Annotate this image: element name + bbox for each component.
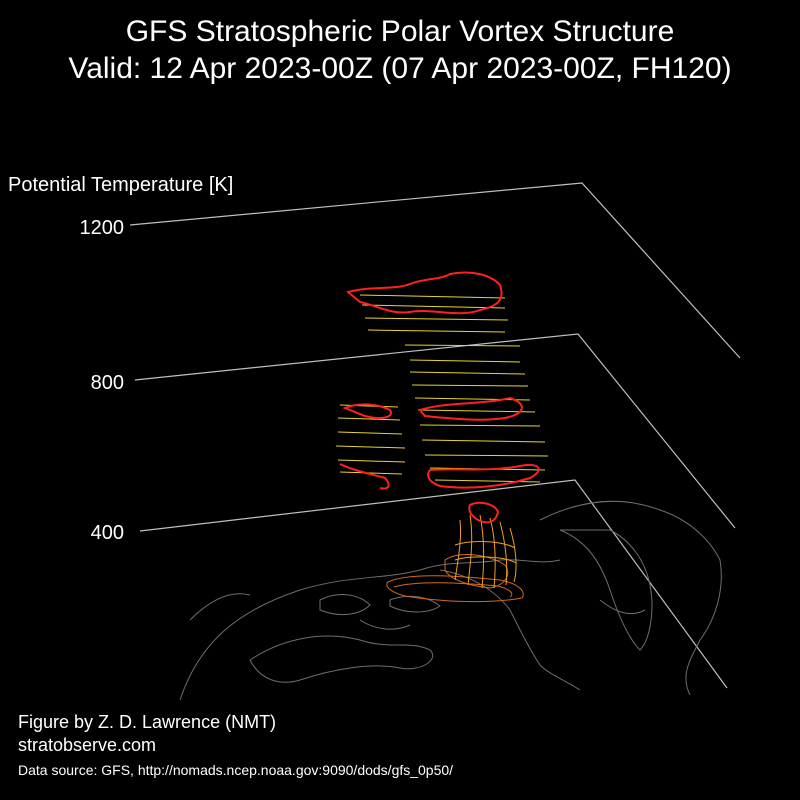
vortex-upper-layers xyxy=(335,294,549,483)
edge-outline-left xyxy=(339,403,392,490)
coastline-scandinavia xyxy=(559,529,653,651)
middle-ring-top xyxy=(454,541,517,564)
vortex-edge-outlines xyxy=(339,271,540,524)
vortex-lower-layers xyxy=(386,554,524,603)
lower-ring-3 xyxy=(444,554,509,589)
coastline-misc xyxy=(189,593,646,630)
data-source-credit: Data source: GFS, http://nomads.ncep.noa… xyxy=(18,762,454,778)
vortex-middle-layers xyxy=(454,514,517,589)
coastline-greenland xyxy=(249,635,433,683)
level-plane-400 xyxy=(139,479,728,689)
z-tick-1200: 1200 xyxy=(79,217,125,239)
edge-outline-lower xyxy=(427,464,540,489)
coastline-map xyxy=(179,500,722,701)
edge-outline-base xyxy=(468,501,500,524)
level-plane-800 xyxy=(134,333,736,529)
z-axis-label: Potential Temperature [K] xyxy=(8,174,234,196)
axis-frame xyxy=(129,182,741,689)
coastline-arctic-islands xyxy=(319,594,441,616)
chart-title-line-1: GFS Stratospheric Polar Vortex Structure xyxy=(125,15,675,48)
edge-outline-middle xyxy=(418,396,523,421)
upper-hatch-left xyxy=(335,404,406,475)
figure-credit: Figure by Z. D. Lawrence (NMT) xyxy=(18,712,277,732)
chart-title-line-2: Valid: 12 Apr 2023-00Z (07 Apr 2023-00Z,… xyxy=(68,52,732,85)
z-tick-800: 800 xyxy=(90,372,124,394)
site-credit: stratobserve.com xyxy=(18,735,157,755)
coastline-eurasia xyxy=(539,500,722,696)
upper-hatch-main xyxy=(359,294,549,483)
z-tick-400: 400 xyxy=(90,522,124,544)
edge-outline-top xyxy=(345,271,503,315)
lower-ring-2 xyxy=(393,582,513,598)
coastline-siberia xyxy=(439,569,581,691)
level-plane-1200 xyxy=(129,182,741,359)
middle-column xyxy=(454,514,517,589)
coastline-north-america xyxy=(179,559,561,701)
